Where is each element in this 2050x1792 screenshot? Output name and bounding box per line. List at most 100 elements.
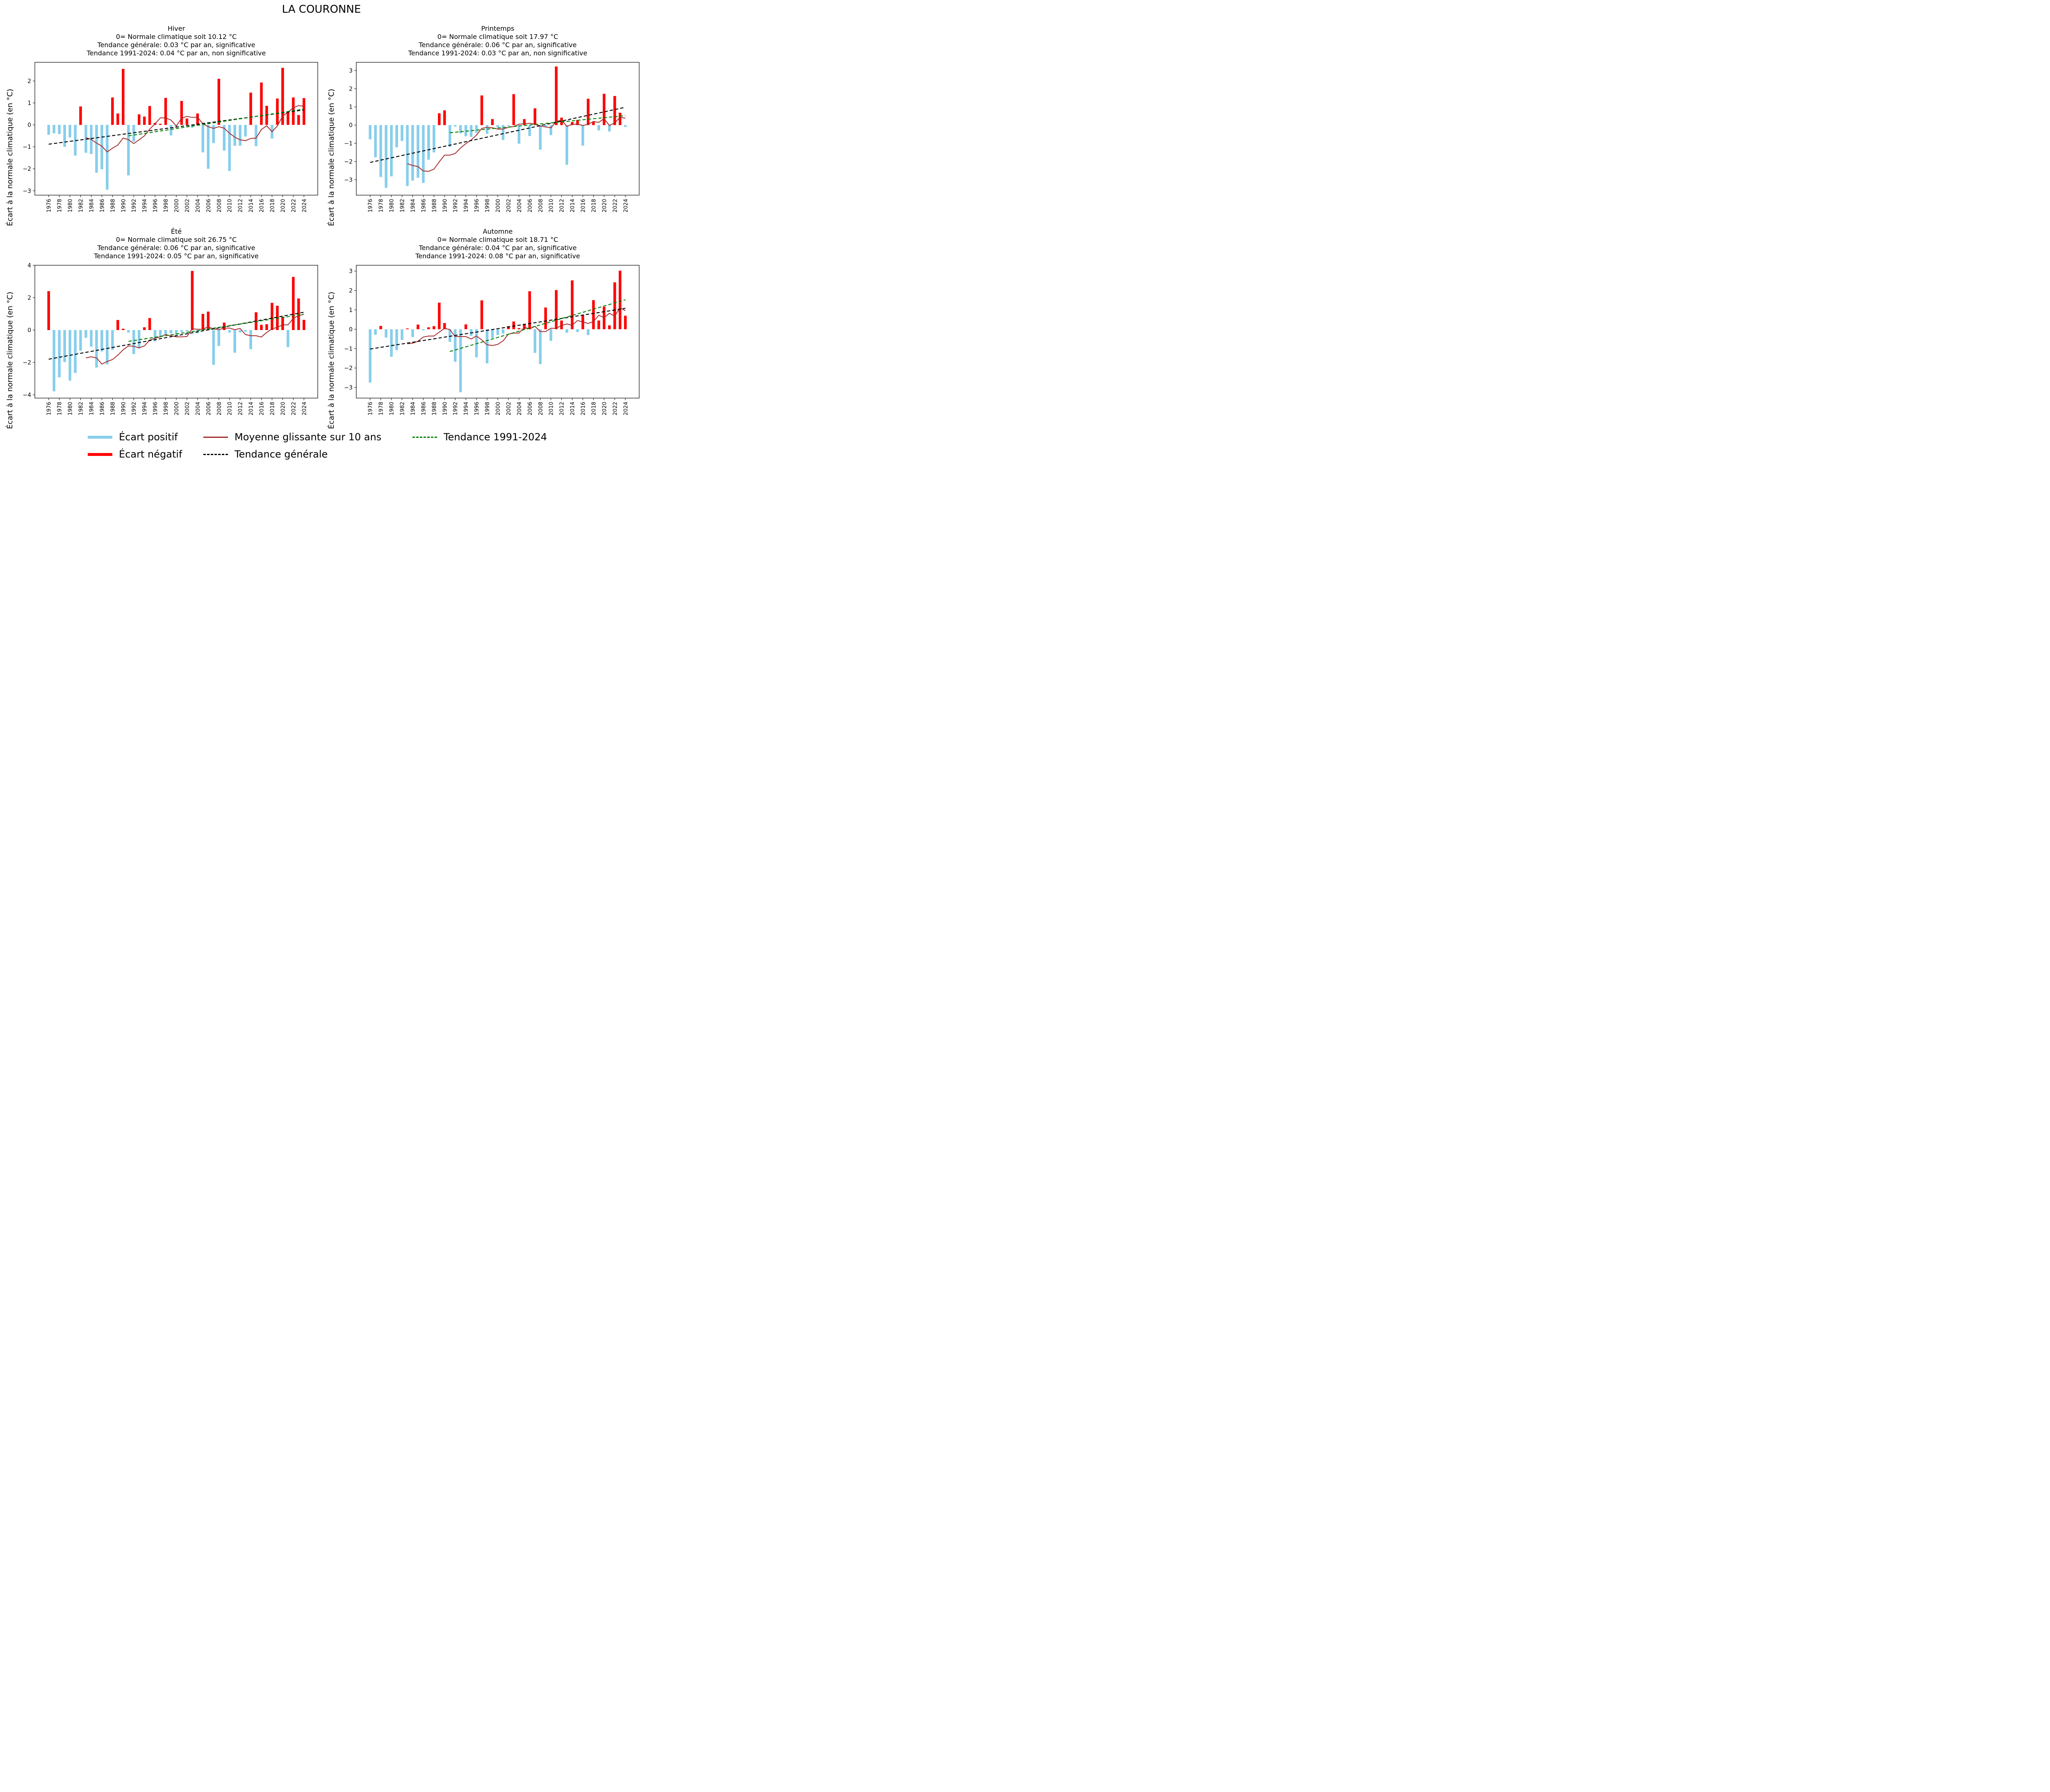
panel-subtitle: 0= Normale climatique soit 26.75 °C xyxy=(116,236,237,244)
bar-1996 xyxy=(475,125,478,133)
x-tick-label: 1986 xyxy=(421,402,427,415)
y-tick-label: 4 xyxy=(27,262,31,269)
bar-1983 xyxy=(406,125,409,186)
bar-1987 xyxy=(106,125,109,190)
bar-1979 xyxy=(385,125,387,188)
bar-2004 xyxy=(196,113,199,125)
y-tick-label: −1 xyxy=(344,141,353,147)
x-tick-label: 1994 xyxy=(463,402,469,415)
bar-2002 xyxy=(507,125,510,126)
rolling-mean-line xyxy=(86,105,304,153)
y-tick-label: −2 xyxy=(344,159,353,165)
x-tick-label: 1986 xyxy=(99,199,105,212)
y-tick-label: 3 xyxy=(349,268,353,275)
bar-1990 xyxy=(443,323,446,330)
bar-1985 xyxy=(95,125,98,173)
bar-2008 xyxy=(539,329,542,364)
legend-label-negative: Écart négatif xyxy=(119,449,182,460)
bar-2011 xyxy=(233,330,236,353)
bar-2021 xyxy=(608,325,611,330)
x-tick-label: 2020 xyxy=(280,402,286,415)
x-tick-label: 1998 xyxy=(163,199,169,212)
x-tick-label: 1984 xyxy=(89,199,95,212)
bar-1987 xyxy=(427,125,430,160)
bar-1996 xyxy=(153,330,157,342)
x-tick-label: 2024 xyxy=(623,402,629,415)
x-tick-label: 2008 xyxy=(538,402,544,415)
x-tick-label: 1984 xyxy=(89,402,95,415)
bar-2001 xyxy=(501,329,505,334)
bar-1999 xyxy=(491,119,494,125)
chart-svg: −3 −2 −1 0 1 2 3 1976 1978 1980 1982 1984 1986 1988 19… xyxy=(327,265,640,429)
bar-1993 xyxy=(137,330,141,348)
panel-printemps: Printemps 0= Normale climatique soit 17.9… xyxy=(321,25,643,230)
bar-1983 xyxy=(84,330,87,338)
bar-1990 xyxy=(443,110,446,125)
bar-2024 xyxy=(624,315,627,330)
bar-1977 xyxy=(374,125,377,157)
bar-2006 xyxy=(528,125,531,136)
bar-1981 xyxy=(74,330,77,373)
x-tick-label: 2020 xyxy=(601,199,608,212)
x-tick-label: 1996 xyxy=(153,199,159,212)
bar-1985 xyxy=(95,330,98,368)
x-tick-label: 2000 xyxy=(495,402,501,415)
bar-1982 xyxy=(401,329,403,340)
x-tick-label: 2010 xyxy=(227,199,233,212)
y-tick-label: −3 xyxy=(344,385,353,391)
y-tick-label: 3 xyxy=(349,68,353,74)
x-tick-label: 2012 xyxy=(559,402,565,415)
y-tick-label: −2 xyxy=(23,166,31,173)
y-axis-label: Écart à la normale climatique (en °C) xyxy=(327,89,336,226)
x-tick-label: 2008 xyxy=(538,199,544,212)
x-tick-label: 2000 xyxy=(174,402,180,415)
x-tick-label: 2002 xyxy=(506,199,512,212)
x-tick-label: 1980 xyxy=(68,199,74,212)
x-tick-label: 2004 xyxy=(517,402,523,415)
legend-label-rolling: Moyenne glissante sur 10 ans xyxy=(235,431,382,443)
x-tick-label: 2000 xyxy=(174,199,180,212)
chart-svg: −4 −2 0 2 4 1976 1978 1980 1982 1984 1986 1988 1990 1… xyxy=(5,262,318,429)
x-tick-label: 2022 xyxy=(612,402,618,415)
panel-ete: Été 0= Normale climatique soit 26.75 °C Te… xyxy=(0,228,321,433)
bar-2021 xyxy=(287,112,289,125)
y-tick-label: −3 xyxy=(23,188,31,194)
bar-2014 xyxy=(571,280,574,330)
panel-subtitle: Tendance générale: 0.06 °C par an, signi… xyxy=(97,244,255,252)
bar-1992 xyxy=(132,330,135,354)
x-tick-label: 1982 xyxy=(78,199,84,212)
legend-label-trend-all: Tendance générale xyxy=(235,449,328,460)
x-tick-label: 2002 xyxy=(184,402,191,415)
bar-1995 xyxy=(148,106,151,125)
bar-2013 xyxy=(565,125,568,165)
bar-2020 xyxy=(281,317,284,330)
x-tick-label: 2016 xyxy=(259,199,265,212)
legend-label-positive: Écart positif xyxy=(119,431,178,443)
panel-subtitle: Tendance générale: 0.06 °C par an, signi… xyxy=(419,41,577,49)
x-tick-label: 1988 xyxy=(110,402,116,415)
bar-1980 xyxy=(390,329,393,357)
bar-2017 xyxy=(587,329,590,335)
legend-item-trend-all: Tendance générale xyxy=(203,449,328,460)
bar-2002 xyxy=(185,330,189,332)
bar-1994 xyxy=(143,327,146,330)
legend-item-positive: Écart positif xyxy=(88,431,178,443)
bar-1992 xyxy=(453,125,457,127)
x-tick-label: 1988 xyxy=(431,199,437,212)
bar-2023 xyxy=(297,115,300,125)
y-tick-label: −2 xyxy=(344,365,353,372)
bar-2004 xyxy=(517,328,521,330)
bar-1994 xyxy=(464,125,467,137)
bar-1986 xyxy=(100,330,103,352)
x-tick-label: 1982 xyxy=(400,402,406,415)
bar-2023 xyxy=(619,112,622,125)
bar-2024 xyxy=(303,98,305,125)
bar-2012 xyxy=(560,320,563,330)
bar-1991 xyxy=(127,125,130,175)
x-tick-label: 2014 xyxy=(570,199,576,212)
bar-2019 xyxy=(597,125,600,130)
x-tick-label: 2002 xyxy=(184,199,191,212)
bar-2009 xyxy=(544,307,547,330)
x-tick-label: 1980 xyxy=(389,402,395,415)
bar-2008 xyxy=(217,79,221,125)
